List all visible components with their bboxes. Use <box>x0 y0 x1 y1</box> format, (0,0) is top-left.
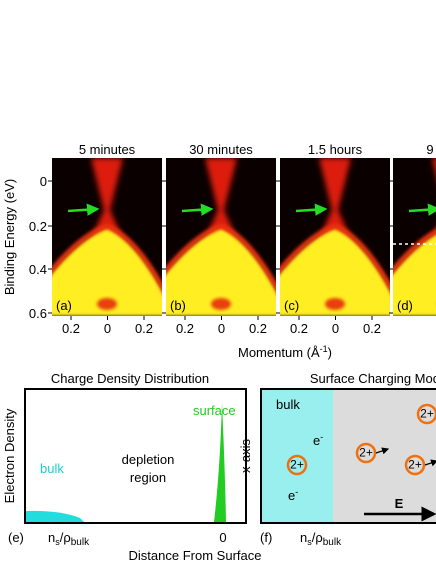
x-label-exp: -1 <box>320 344 328 354</box>
tick-s: s <box>307 537 312 547</box>
arpes-image <box>52 158 162 316</box>
arrow <box>408 203 436 216</box>
ions: 2+ 2+ 2+ 2+ <box>286 403 436 476</box>
electron: e- <box>288 487 298 503</box>
spot <box>97 298 117 310</box>
panel-title: 30 minutes <box>189 142 253 157</box>
ion-circle <box>286 454 308 476</box>
field-label: E <box>395 496 404 511</box>
x-tick-label: 0.2 <box>363 321 381 336</box>
ion-label: 2+ <box>359 446 373 460</box>
x-tick-label: 0 <box>104 321 111 336</box>
ion-label: 2+ <box>420 407 434 421</box>
band-edge <box>52 223 162 292</box>
arpes-panel: 9 hours (d) <box>389 142 436 316</box>
panel-e-label: (e) <box>8 530 24 545</box>
tick-bulk: bulk <box>71 537 90 548</box>
panel-f-label: (f) <box>260 530 272 545</box>
band-edge <box>166 223 276 292</box>
x-tick-label: 0.2 <box>62 321 80 336</box>
band-edge <box>280 223 390 292</box>
x-tick-label: 0 <box>332 321 339 336</box>
arpes-panel: 30 minutes (b) 0.2 0 0.2 <box>162 142 276 336</box>
ion-circle <box>355 442 377 464</box>
e: e <box>288 488 295 503</box>
ion-arrow <box>424 459 436 467</box>
panel-title: 1.5 hours <box>308 142 363 157</box>
panel-title: 9 hours <box>426 142 436 157</box>
arpes-image <box>280 158 390 316</box>
panel-e-x-label: Distance From Surface <box>129 548 262 563</box>
arpes-image <box>393 158 436 316</box>
arpes-image <box>166 158 276 316</box>
spot <box>325 298 345 310</box>
tick-ns-rho: ns/ρbulk <box>300 530 342 548</box>
panel-label: (d) <box>397 298 413 313</box>
spot <box>211 298 231 310</box>
band-edge <box>393 228 436 274</box>
arrow <box>295 203 328 216</box>
minus: - <box>320 432 323 442</box>
tick-rho: /ρ <box>60 530 71 545</box>
panel-f-title: Surface Charging Model <box>310 371 436 386</box>
ion-label: 2+ <box>408 458 422 472</box>
y-tick-label: 0.4 <box>29 262 47 277</box>
bulk-label: bulk <box>40 461 64 476</box>
depletion-label: region <box>130 470 166 485</box>
x-tick-label: 0 <box>218 321 225 336</box>
arrow <box>67 203 100 216</box>
tick-bulk: bulk <box>323 537 342 548</box>
tick-zero: 0 <box>219 530 226 545</box>
panel-f-y-label: x-axis <box>238 439 253 473</box>
arrow <box>181 203 214 216</box>
panel-e-frame <box>24 388 247 524</box>
tick-s: s <box>55 537 60 547</box>
ion-circle <box>416 403 436 425</box>
y-tick-label: 0.2 <box>29 219 47 234</box>
ion-circle <box>404 454 426 476</box>
surface-density <box>214 403 226 522</box>
tick-ns-rho: ns/ρbulk <box>48 530 90 548</box>
arpes-panels: 5 minutes(a)0.2 0 0.230 minutes(b)0.2 0 0.21… <box>29 142 436 336</box>
panel-e-title: Charge Density Distribution <box>51 371 209 386</box>
ion-arrow <box>375 447 390 455</box>
x-axis-label: Momentum (Å-1) <box>238 344 332 360</box>
tick-n: n <box>48 530 55 545</box>
y-tick-label: 0 <box>40 174 47 189</box>
panel-title: 5 minutes <box>79 142 136 157</box>
x-tick-label: 0.2 <box>249 321 267 336</box>
x-tick-label: 0.2 <box>176 321 194 336</box>
surface-label: surface <box>193 403 236 418</box>
x-tick-label: 0.2 <box>135 321 153 336</box>
x-label-end: ) <box>328 345 332 360</box>
electron: e- <box>313 432 323 448</box>
ion-label: 2+ <box>290 458 304 472</box>
x-label-text: Momentum (Å <box>238 345 320 360</box>
x-tick-label: 0.2 <box>290 321 308 336</box>
arpes-panel: 5 minutes (a) 0.2 0 0.2 <box>48 142 162 336</box>
y-tick-label: 0.6 <box>29 306 47 321</box>
tick-n: n <box>300 530 307 545</box>
bulk-density <box>26 510 84 522</box>
panel-label: (c) <box>284 298 299 313</box>
depletion-label: depletion <box>122 452 175 467</box>
valence-band <box>393 233 436 316</box>
arpes-panel: 1.5 hours (c) 0.2 0 0.2 <box>276 142 390 336</box>
y-axis-label: Binding Energy (eV) <box>2 179 17 295</box>
e: e <box>313 433 320 448</box>
bulk-label: bulk <box>276 397 300 412</box>
panel-label: (a) <box>56 298 72 313</box>
tick-rho: /ρ <box>312 530 323 545</box>
minus: - <box>295 487 298 497</box>
panel-e-y-label: Electron Density <box>2 408 17 503</box>
panel-label: (b) <box>170 298 186 313</box>
